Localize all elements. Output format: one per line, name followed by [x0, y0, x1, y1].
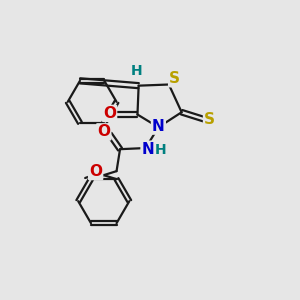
Text: N: N: [142, 142, 154, 157]
Text: O: O: [97, 124, 110, 140]
Text: S: S: [169, 71, 180, 86]
Text: N: N: [152, 118, 165, 134]
Text: S: S: [204, 112, 215, 127]
Text: H: H: [155, 143, 167, 157]
Text: H: H: [130, 64, 142, 78]
Text: O: O: [89, 164, 102, 179]
Text: O: O: [103, 106, 116, 121]
